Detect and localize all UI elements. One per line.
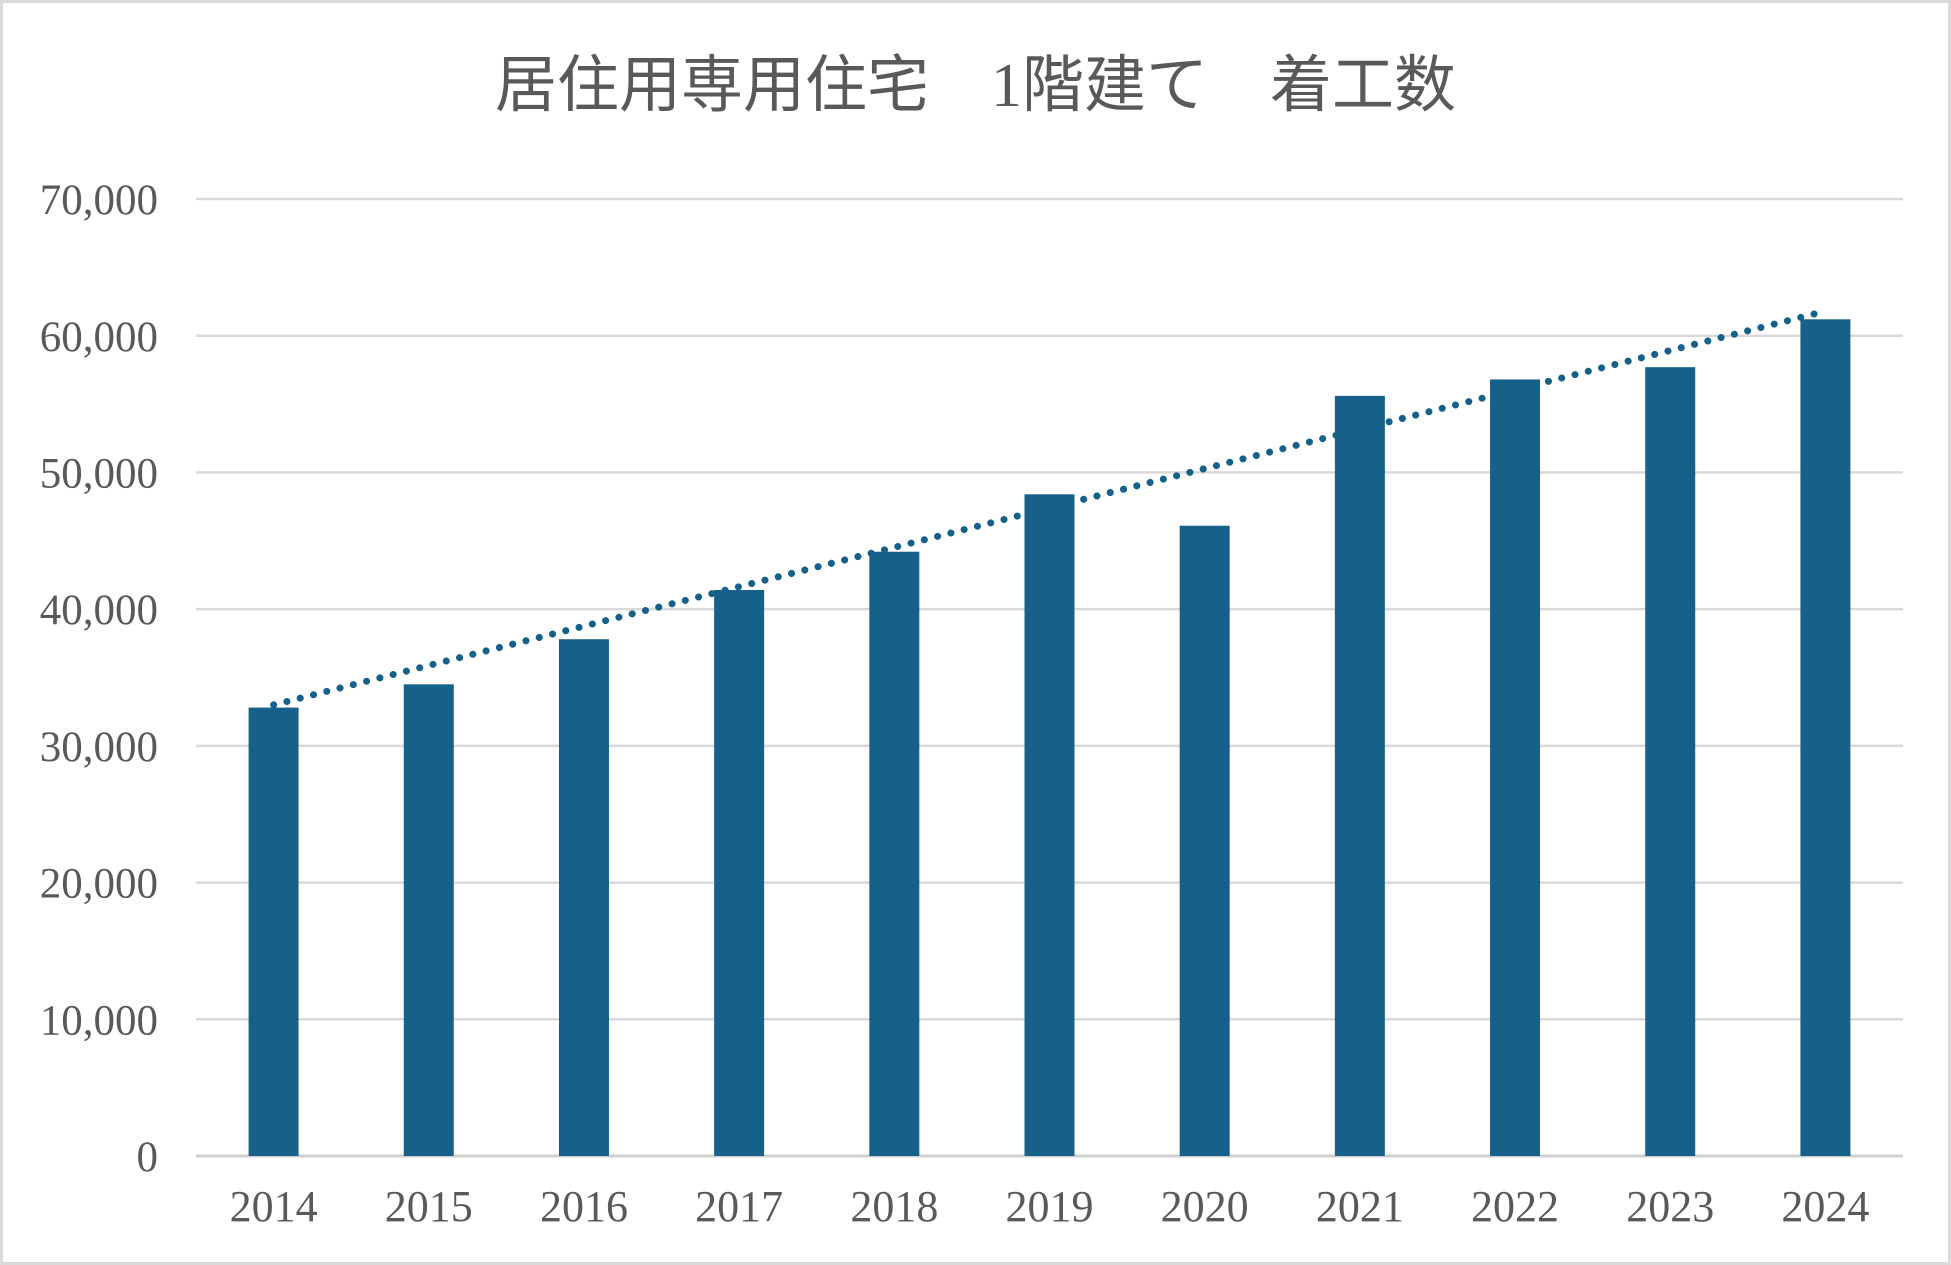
x-axis-label-2015: 2015 <box>385 1182 473 1231</box>
chart-title: 居住用専用住宅 1階建て 着工数 <box>494 52 1456 120</box>
y-axis-tick-label: 10,000 <box>40 997 158 1044</box>
bar-2017 <box>714 590 765 1156</box>
bar-2019 <box>1024 494 1075 1156</box>
bar-2018 <box>869 551 920 1156</box>
x-axis-label-2018: 2018 <box>850 1182 938 1231</box>
x-axis-label-2020: 2020 <box>1161 1182 1249 1231</box>
y-axis-tick-label: 50,000 <box>40 450 158 497</box>
bar-2015 <box>403 684 454 1156</box>
y-axis-tick-label: 0 <box>137 1134 159 1181</box>
y-axis-tick-label: 30,000 <box>40 724 158 771</box>
bar-2024 <box>1800 319 1851 1156</box>
bar-2014 <box>248 707 299 1156</box>
bar-2022 <box>1490 379 1541 1156</box>
y-axis-tick-label: 40,000 <box>40 587 158 634</box>
x-axis-label-2021: 2021 <box>1316 1182 1404 1231</box>
x-axis-label-2022: 2022 <box>1471 1182 1559 1231</box>
x-axis-label-2023: 2023 <box>1626 1182 1714 1231</box>
x-axis-label-2017: 2017 <box>695 1182 783 1231</box>
x-axis-label-2016: 2016 <box>540 1182 628 1231</box>
plot-area: 0 10,000 20,000 30,000 40,000 50,000 60,000 70,… <box>40 177 1903 1231</box>
bar-2023 <box>1645 367 1696 1156</box>
bar-2016 <box>558 639 609 1156</box>
y-axis-tick-label: 20,000 <box>40 861 158 908</box>
x-axis-label-2019: 2019 <box>1006 1182 1094 1231</box>
bar-2021 <box>1334 395 1385 1157</box>
x-axis-label-2014: 2014 <box>230 1182 318 1231</box>
y-axis-tick-label: 70,000 <box>40 177 158 224</box>
x-axis-label-2024: 2024 <box>1781 1182 1869 1231</box>
y-axis-tick-label: 60,000 <box>40 314 158 361</box>
bar-2020 <box>1179 525 1230 1156</box>
